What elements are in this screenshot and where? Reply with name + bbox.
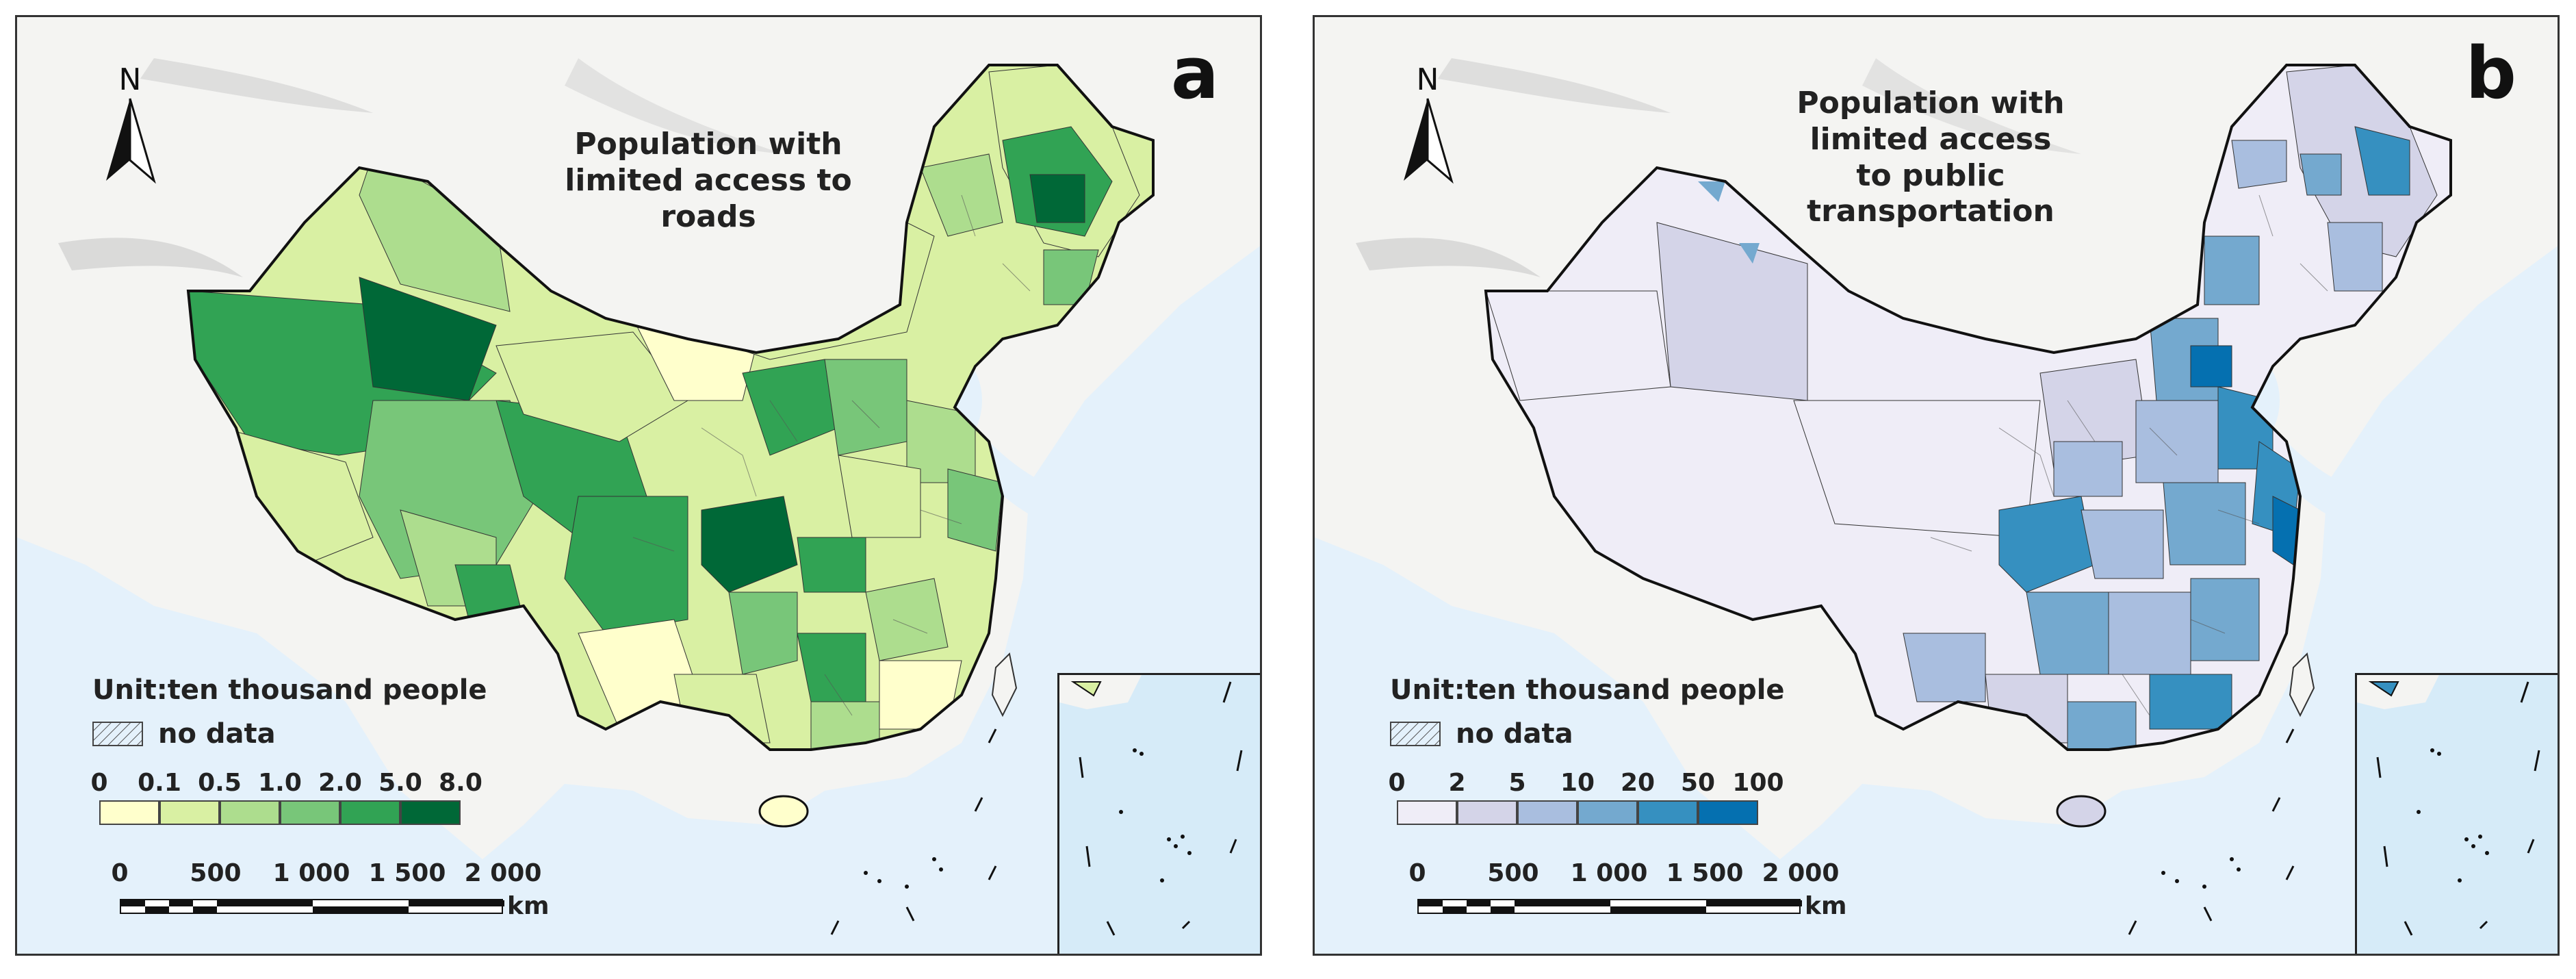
north-arrow: N <box>99 65 161 187</box>
scale-bar-unit: km <box>507 892 550 920</box>
map-canvas <box>17 17 1260 954</box>
scale-bar-segment <box>169 900 193 906</box>
legend-swatch <box>1638 800 1698 825</box>
scale-bar-segment <box>1515 900 1610 906</box>
legend-swatch <box>1397 800 1457 825</box>
panel-letter: b <box>2465 31 2516 115</box>
legend-bins: 0 2 5 10 20 50 100 <box>1388 769 1883 844</box>
legend-break-label: 0.5 <box>198 769 242 797</box>
scale-bar-label: 0 <box>1408 859 1426 887</box>
scale-bar-label: 500 <box>190 859 242 887</box>
legend-break-label: 10 <box>1560 769 1595 797</box>
scale-bar-label: 1 500 <box>368 859 446 887</box>
scale-bar-label: 1 000 <box>1570 859 1648 887</box>
legend-swatch <box>1457 800 1517 825</box>
scale-bar: 0 500 1 000 1 500 2 000 km <box>92 859 585 934</box>
scale-bar-label: 0 <box>111 859 129 887</box>
legend-swatch <box>1577 800 1638 825</box>
legend-break-label: 5 <box>1508 769 1526 797</box>
legend-break-label: 0.1 <box>138 769 181 797</box>
scale-bar-segment <box>313 906 409 913</box>
map-title: Population with limited access to roads <box>565 127 852 234</box>
legend-break-label: 2.0 <box>318 769 362 797</box>
scale-bar-label: 2 000 <box>1762 859 1840 887</box>
legend-swatch <box>1517 800 1577 825</box>
scale-bar-segment <box>121 900 145 906</box>
legend-no-data: no data <box>92 718 585 750</box>
legend-swatch <box>340 800 400 825</box>
scale-bar-segment <box>1443 906 1467 913</box>
legend-unit: Unit:ten thousand people <box>1390 674 1785 706</box>
legend-break-label: 8.0 <box>439 769 482 797</box>
north-arrow-icon <box>106 98 156 184</box>
map-canvas <box>1315 17 2558 954</box>
legend-break-label: 1.0 <box>258 769 302 797</box>
scale-bar-label: 1 500 <box>1666 859 1744 887</box>
scale-bar-segment <box>217 900 313 906</box>
no-data-label: no data <box>158 718 276 750</box>
scale-bar-graphic <box>1417 899 1802 914</box>
legend-break-label: 0 <box>1388 769 1406 797</box>
legend-break-label: 5.0 <box>378 769 422 797</box>
scale-bar-graphic <box>120 899 504 914</box>
scale-bar-label: 500 <box>1487 859 1539 887</box>
legend-swatch <box>280 800 340 825</box>
scale-bar-label: 2 000 <box>464 859 542 887</box>
scale-bar-segment <box>1419 900 1443 906</box>
legend-break-label: 2 <box>1448 769 1466 797</box>
legend-break-label: 100 <box>1732 769 1784 797</box>
no-data-label: no data <box>1456 718 1573 750</box>
legend-no-data: no data <box>1390 718 1883 750</box>
scale-bar-segment <box>1610 906 1706 913</box>
hatch-swatch-icon <box>1390 722 1441 746</box>
legend-unit: Unit:ten thousand people <box>92 674 487 706</box>
legend-swatch <box>99 800 159 825</box>
south-china-sea-inset <box>1057 673 1260 954</box>
north-arrow-icon <box>1404 98 1454 184</box>
north-arrow: N <box>1397 65 1458 187</box>
scale-bar-segment <box>1491 906 1515 913</box>
legend-swatch <box>400 800 461 825</box>
scale-bar-segment <box>145 906 169 913</box>
map-panel-b: b Population with limited access to publ… <box>1313 15 2560 956</box>
north-label: N <box>118 62 142 97</box>
north-label: N <box>1416 62 1439 97</box>
legend-bins: 0 0.1 0.5 1.0 2.0 5.0 8.0 <box>90 769 585 844</box>
legend-break-label: 20 <box>1620 769 1656 797</box>
scale-bar-label: 1 000 <box>272 859 350 887</box>
south-china-sea-inset <box>2355 673 2558 954</box>
legend-swatch <box>1698 800 1758 825</box>
legend-swatch <box>159 800 220 825</box>
legend-break-label: 50 <box>1680 769 1716 797</box>
inset-map <box>1059 675 1243 936</box>
legend: Unit:ten thousand people no data 0 2 5 10 20… <box>1388 674 1883 844</box>
scale-bar-segment <box>1467 900 1491 906</box>
scale-bar-unit: km <box>1805 892 1847 920</box>
legend-swatch <box>220 800 280 825</box>
scale-bar: 0 500 1 000 1 500 2 000 km <box>1390 859 1883 934</box>
scale-bar-segment <box>409 900 504 906</box>
hatch-swatch-icon <box>92 722 143 746</box>
legend: Unit:ten thousand people no data 0 0.1 0.5… <box>90 674 585 844</box>
inset-map <box>2357 675 2540 936</box>
map-panel-a: a Population with limited access to road… <box>15 15 1262 956</box>
scale-bar-segment <box>1706 900 1802 906</box>
legend-break-label: 0 <box>90 769 108 797</box>
panel-letter: a <box>1170 31 1219 115</box>
map-title: Population with limited access to public… <box>1796 86 2065 229</box>
scale-bar-segment <box>193 906 217 913</box>
